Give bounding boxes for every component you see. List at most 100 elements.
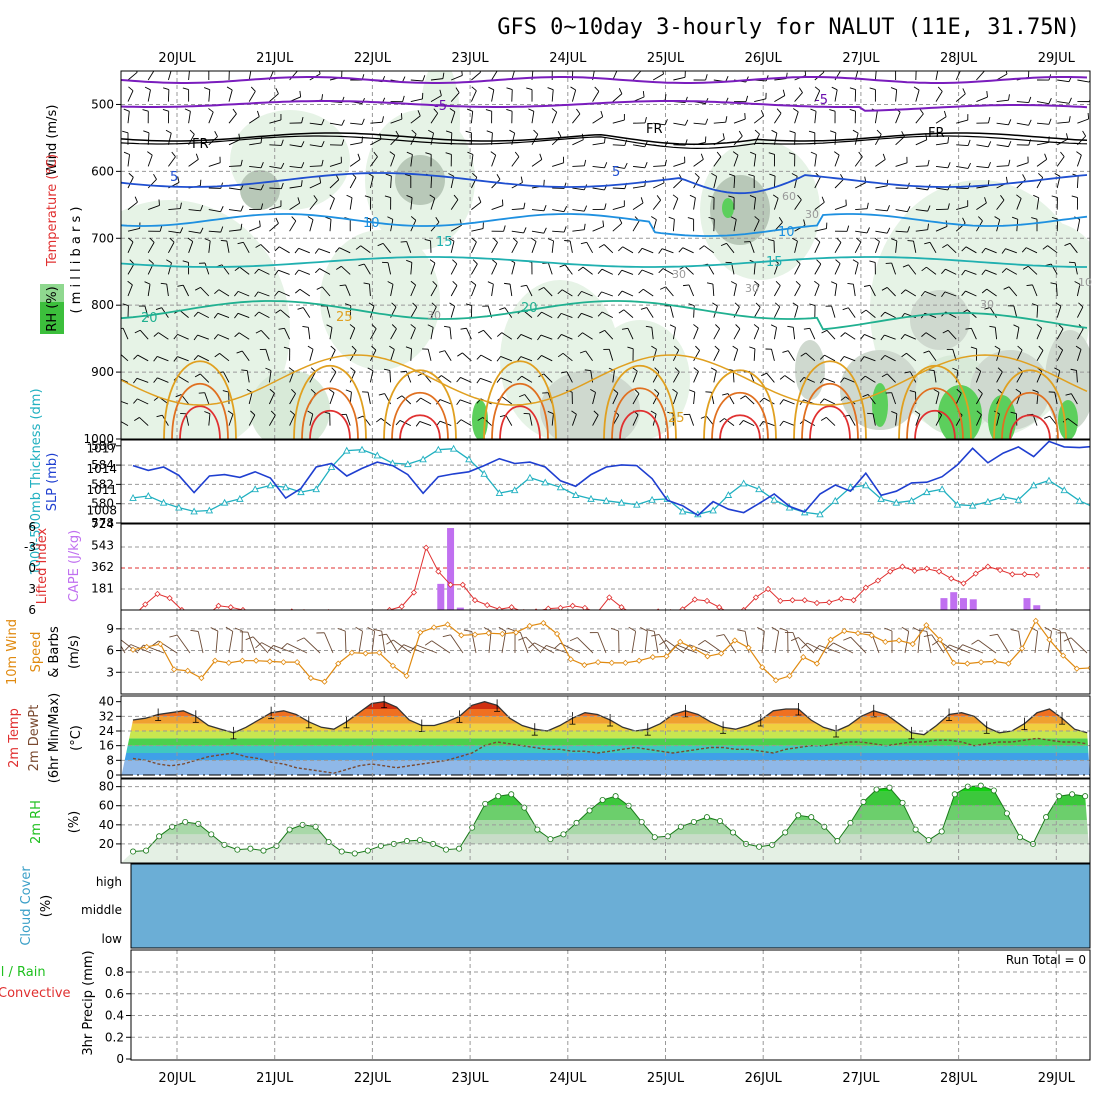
upper-barb bbox=[289, 220, 297, 232]
upper-barb bbox=[865, 309, 876, 318]
upper-barb bbox=[773, 306, 781, 318]
li-marker bbox=[508, 604, 515, 610]
upper-barb bbox=[792, 327, 796, 340]
upper-barb bbox=[956, 119, 968, 124]
upper-barb bbox=[895, 89, 898, 102]
pressure-axis: 500 600 700 800 900 1000 bbox=[83, 97, 121, 446]
upper-barb bbox=[1036, 197, 1040, 210]
wind-marker bbox=[622, 659, 629, 666]
surface-barb bbox=[501, 631, 507, 654]
upper-barb bbox=[526, 285, 533, 297]
upper-barb bbox=[753, 327, 760, 340]
upper-barb bbox=[864, 334, 876, 340]
upper-barb bbox=[1055, 283, 1058, 297]
upper-barb bbox=[763, 397, 775, 405]
thickness-marker bbox=[968, 501, 977, 509]
upper-barb bbox=[349, 197, 353, 210]
upper-barb bbox=[127, 263, 135, 275]
thickness-marker bbox=[862, 481, 870, 489]
rh-blob bbox=[540, 370, 640, 439]
upper-barb bbox=[460, 377, 472, 383]
upper-barb bbox=[470, 284, 477, 297]
date-labels-top: 20JUL 21JUL 22JUL 23JUL 24JUL 25JUL 26JUL 27JUL… bbox=[158, 51, 1075, 66]
upper-barb bbox=[928, 350, 937, 362]
upper-barb bbox=[632, 71, 642, 81]
upper-barb bbox=[491, 205, 504, 211]
rh-marker bbox=[221, 841, 228, 848]
upper-barb bbox=[1016, 162, 1029, 167]
upper-barb bbox=[309, 199, 318, 210]
upper-barb bbox=[1008, 286, 1018, 297]
surface-barb bbox=[658, 634, 672, 654]
ylabel-2m-rh: 2m RH bbox=[29, 800, 44, 844]
label-10-right: 10 bbox=[778, 225, 795, 240]
upper-barb bbox=[410, 348, 413, 361]
upper-barb bbox=[713, 328, 721, 340]
rh-marker bbox=[508, 791, 515, 798]
upper-barb bbox=[753, 197, 756, 210]
upper-barb bbox=[500, 356, 512, 362]
li-marker bbox=[801, 597, 808, 604]
isotherm-minus10 bbox=[121, 76, 1088, 84]
upper-barb bbox=[127, 90, 134, 102]
wind-marker bbox=[1019, 645, 1026, 652]
cape-bar bbox=[1033, 605, 1041, 610]
upper-barb bbox=[168, 156, 176, 167]
isotherm-5 bbox=[121, 172, 1088, 195]
upper-barb bbox=[269, 187, 282, 190]
upper-barb bbox=[855, 230, 868, 234]
upper-barb bbox=[410, 154, 413, 167]
wind-marker bbox=[430, 624, 438, 631]
upper-barb bbox=[260, 330, 270, 340]
ylabel-barbs: & Barbs bbox=[47, 626, 62, 678]
upper-barb bbox=[713, 156, 722, 167]
upper-barb bbox=[935, 187, 948, 191]
surface-barb bbox=[761, 631, 765, 654]
isotherm-dome bbox=[309, 410, 351, 439]
upper-barb bbox=[814, 201, 825, 210]
tick-label: 20 bbox=[99, 837, 114, 851]
upper-barb bbox=[329, 198, 335, 210]
upper-barb bbox=[592, 414, 599, 426]
upper-barb bbox=[540, 334, 553, 340]
cape-tick-label: 543 bbox=[91, 539, 114, 553]
isotherm-minus5 bbox=[121, 100, 1088, 112]
upper-barb bbox=[672, 219, 675, 232]
isotherm-dome bbox=[906, 387, 964, 439]
tick-label: 700 bbox=[91, 231, 114, 245]
upper-barb bbox=[289, 144, 302, 148]
upper-barb bbox=[237, 290, 250, 297]
li-marker bbox=[679, 606, 686, 610]
upper-barb bbox=[996, 122, 1009, 126]
upper-barb bbox=[726, 243, 735, 254]
thickness-marker bbox=[449, 444, 458, 452]
upper-barb bbox=[976, 202, 987, 210]
upper-barb bbox=[470, 154, 474, 167]
upper-barb bbox=[1056, 370, 1061, 383]
upper-barb bbox=[480, 354, 492, 362]
upper-barb bbox=[996, 349, 1001, 361]
upper-barb bbox=[529, 413, 533, 426]
upper-barb bbox=[586, 242, 593, 254]
surface-barb bbox=[520, 632, 529, 654]
upper-barb bbox=[569, 240, 573, 253]
li-marker bbox=[960, 580, 967, 587]
rh-marker bbox=[586, 807, 593, 814]
tick-label: 0.2 bbox=[105, 1030, 124, 1044]
isotherm-10 bbox=[121, 213, 1088, 237]
upper-barb bbox=[592, 165, 605, 169]
li-marker bbox=[972, 570, 979, 577]
li-marker bbox=[838, 595, 845, 602]
tick-label: 40 bbox=[99, 818, 114, 832]
upper-barb bbox=[915, 229, 928, 232]
surface-barb bbox=[926, 631, 932, 654]
wind-marker bbox=[512, 629, 520, 636]
li-marker bbox=[1021, 571, 1028, 578]
upper-barb bbox=[794, 111, 799, 124]
upper-barb bbox=[329, 122, 342, 126]
upper-barb bbox=[521, 375, 533, 383]
date-bottom-29jul: 29JUL bbox=[1038, 1071, 1076, 1086]
surface-barb bbox=[1034, 631, 1038, 654]
upper-barb bbox=[509, 284, 513, 297]
upper-barb bbox=[309, 182, 321, 189]
